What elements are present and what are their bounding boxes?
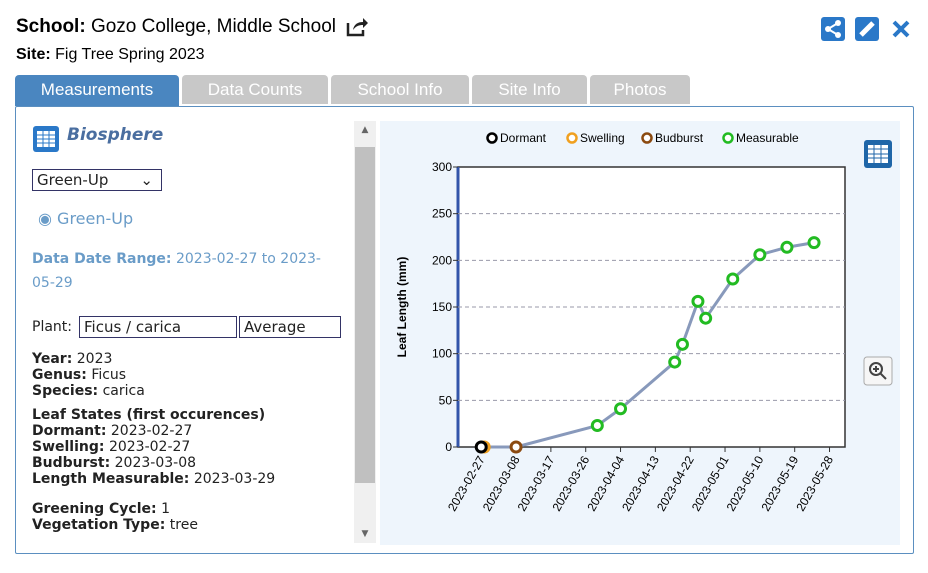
line-segment [619, 360, 676, 410]
legend-marker [722, 132, 734, 144]
y-tick-label: 100 [432, 347, 452, 361]
scrollbar[interactable]: ▲ ▼ [354, 121, 376, 543]
info-label: Swelling: [32, 439, 105, 455]
legend-label: Measurable [736, 131, 799, 145]
info-label: Budburst: [32, 455, 111, 471]
range-value: 2023-02-27 to 2023-05-29 [32, 251, 321, 291]
zoom-button[interactable] [863, 356, 893, 386]
sidebar: Biosphere Green-Up ⌄ ◉ Green-Up Data Date… [32, 123, 342, 543]
legend-label: Dormant [500, 131, 547, 145]
legend-marker [486, 132, 498, 144]
info-row: Greening Cycle: 1 [32, 501, 342, 517]
legend-label: Budburst [655, 131, 704, 145]
legend-marker [566, 132, 578, 144]
info-value: carica [102, 383, 145, 399]
point [780, 240, 794, 254]
toolbar [821, 17, 910, 41]
tab[interactable]: Measurements [15, 75, 179, 106]
range-label: Data Date Range: [32, 251, 172, 267]
panel: Biosphere Green-Up ⌄ ◉ Green-Up Data Date… [15, 106, 914, 554]
info-value: tree [169, 517, 198, 533]
states-title: Leaf States (first occurences) [32, 407, 266, 423]
point [699, 311, 713, 325]
stat-select[interactable]: Average [239, 316, 341, 338]
info-value: Ficus [91, 367, 127, 383]
tab[interactable]: Data Counts [182, 75, 328, 104]
y-tick-label: 300 [432, 160, 452, 174]
info-row: Genus: Ficus [32, 367, 342, 383]
point [590, 419, 604, 433]
info-label: Year: [32, 351, 73, 367]
y-tick-label: 50 [439, 393, 453, 407]
close-button[interactable] [892, 20, 910, 38]
point [614, 402, 628, 416]
info-row: Species: carica [32, 383, 342, 399]
info-label: Greening Cycle: [32, 501, 157, 517]
legend-marker [641, 132, 653, 144]
info-value: 1 [161, 501, 170, 517]
dropdown[interactable]: Green-Up ⌄ [32, 169, 162, 191]
line-segment [704, 278, 735, 320]
y-tick-label: 200 [432, 253, 452, 267]
line-segment [681, 300, 700, 345]
point [509, 440, 523, 454]
legend-label: Swelling [580, 131, 625, 145]
info: Year: 2023 Genus: Ficus Species: carica Lea… [32, 351, 342, 533]
chart: Leaf Length (mm) 0501001502002503002023-… [380, 121, 900, 545]
tab[interactable]: Photos [590, 75, 690, 104]
y-axis-label: Leaf Length (mm) [395, 257, 409, 358]
school: Gozo College, Middle School [90, 16, 336, 37]
share-button[interactable] [821, 17, 845, 41]
point [691, 294, 705, 308]
info-row: Budburst: 2023-03-08 [32, 455, 342, 471]
y-tick-label: 0 [445, 440, 452, 454]
spacer [32, 399, 342, 407]
open-icon[interactable] [346, 17, 368, 37]
site: Fig Tree Spring 2023 [55, 46, 205, 63]
info-value: 2023-03-29 [193, 471, 276, 487]
spacer [32, 487, 342, 501]
school-line: School: Gozo College, Middle School [16, 16, 336, 38]
table-icon [33, 126, 59, 152]
info-value: 2023 [76, 351, 113, 367]
radio[interactable]: ◉ Green-Up [38, 209, 134, 228]
info-label: Vegetation Type: [32, 517, 166, 533]
plant-value: Ficus / carica [84, 318, 182, 336]
info-label: Length Measurable: [32, 471, 190, 487]
stat-value: Average [244, 318, 306, 336]
info-row: Length Measurable: 2023-03-29 [32, 471, 342, 487]
y-tick-label: 150 [432, 300, 452, 314]
dropdown-value: Green-Up [37, 171, 109, 189]
radio-label: Green-Up [57, 209, 134, 228]
range: Data Date Range: 2023-02-27 to 2023-05-2… [32, 247, 337, 295]
info-value: 2023-02-27 [108, 439, 191, 455]
info-row: Dormant: 2023-02-27 [32, 423, 342, 439]
tab[interactable]: School Info [331, 75, 469, 104]
info-row: Year: 2023 [32, 351, 342, 367]
point [668, 355, 682, 369]
section-title: Biosphere [67, 125, 164, 145]
info-label: Dormant: [32, 423, 107, 439]
plant-select[interactable]: Ficus / carica [79, 316, 237, 338]
point [807, 236, 821, 250]
info-value: 2023-02-27 [110, 423, 193, 439]
tab[interactable]: Site Info [472, 75, 587, 104]
line-segment [515, 424, 598, 449]
info-label: Species: [32, 383, 99, 399]
point [726, 272, 740, 286]
school-label: School: [16, 16, 86, 37]
plant-label: Plant: [32, 319, 72, 335]
info-row: Vegetation Type: tree [32, 517, 342, 533]
info-value: 2023-03-08 [114, 455, 197, 471]
point [474, 440, 488, 454]
point [753, 248, 767, 262]
info-row: Swelling: 2023-02-27 [32, 439, 342, 455]
point [675, 337, 689, 351]
y-tick-label: 250 [432, 207, 452, 221]
info-label: Genus: [32, 367, 87, 383]
site-line: Site: Fig Tree Spring 2023 [16, 46, 205, 64]
site-label: Site: [16, 46, 51, 63]
